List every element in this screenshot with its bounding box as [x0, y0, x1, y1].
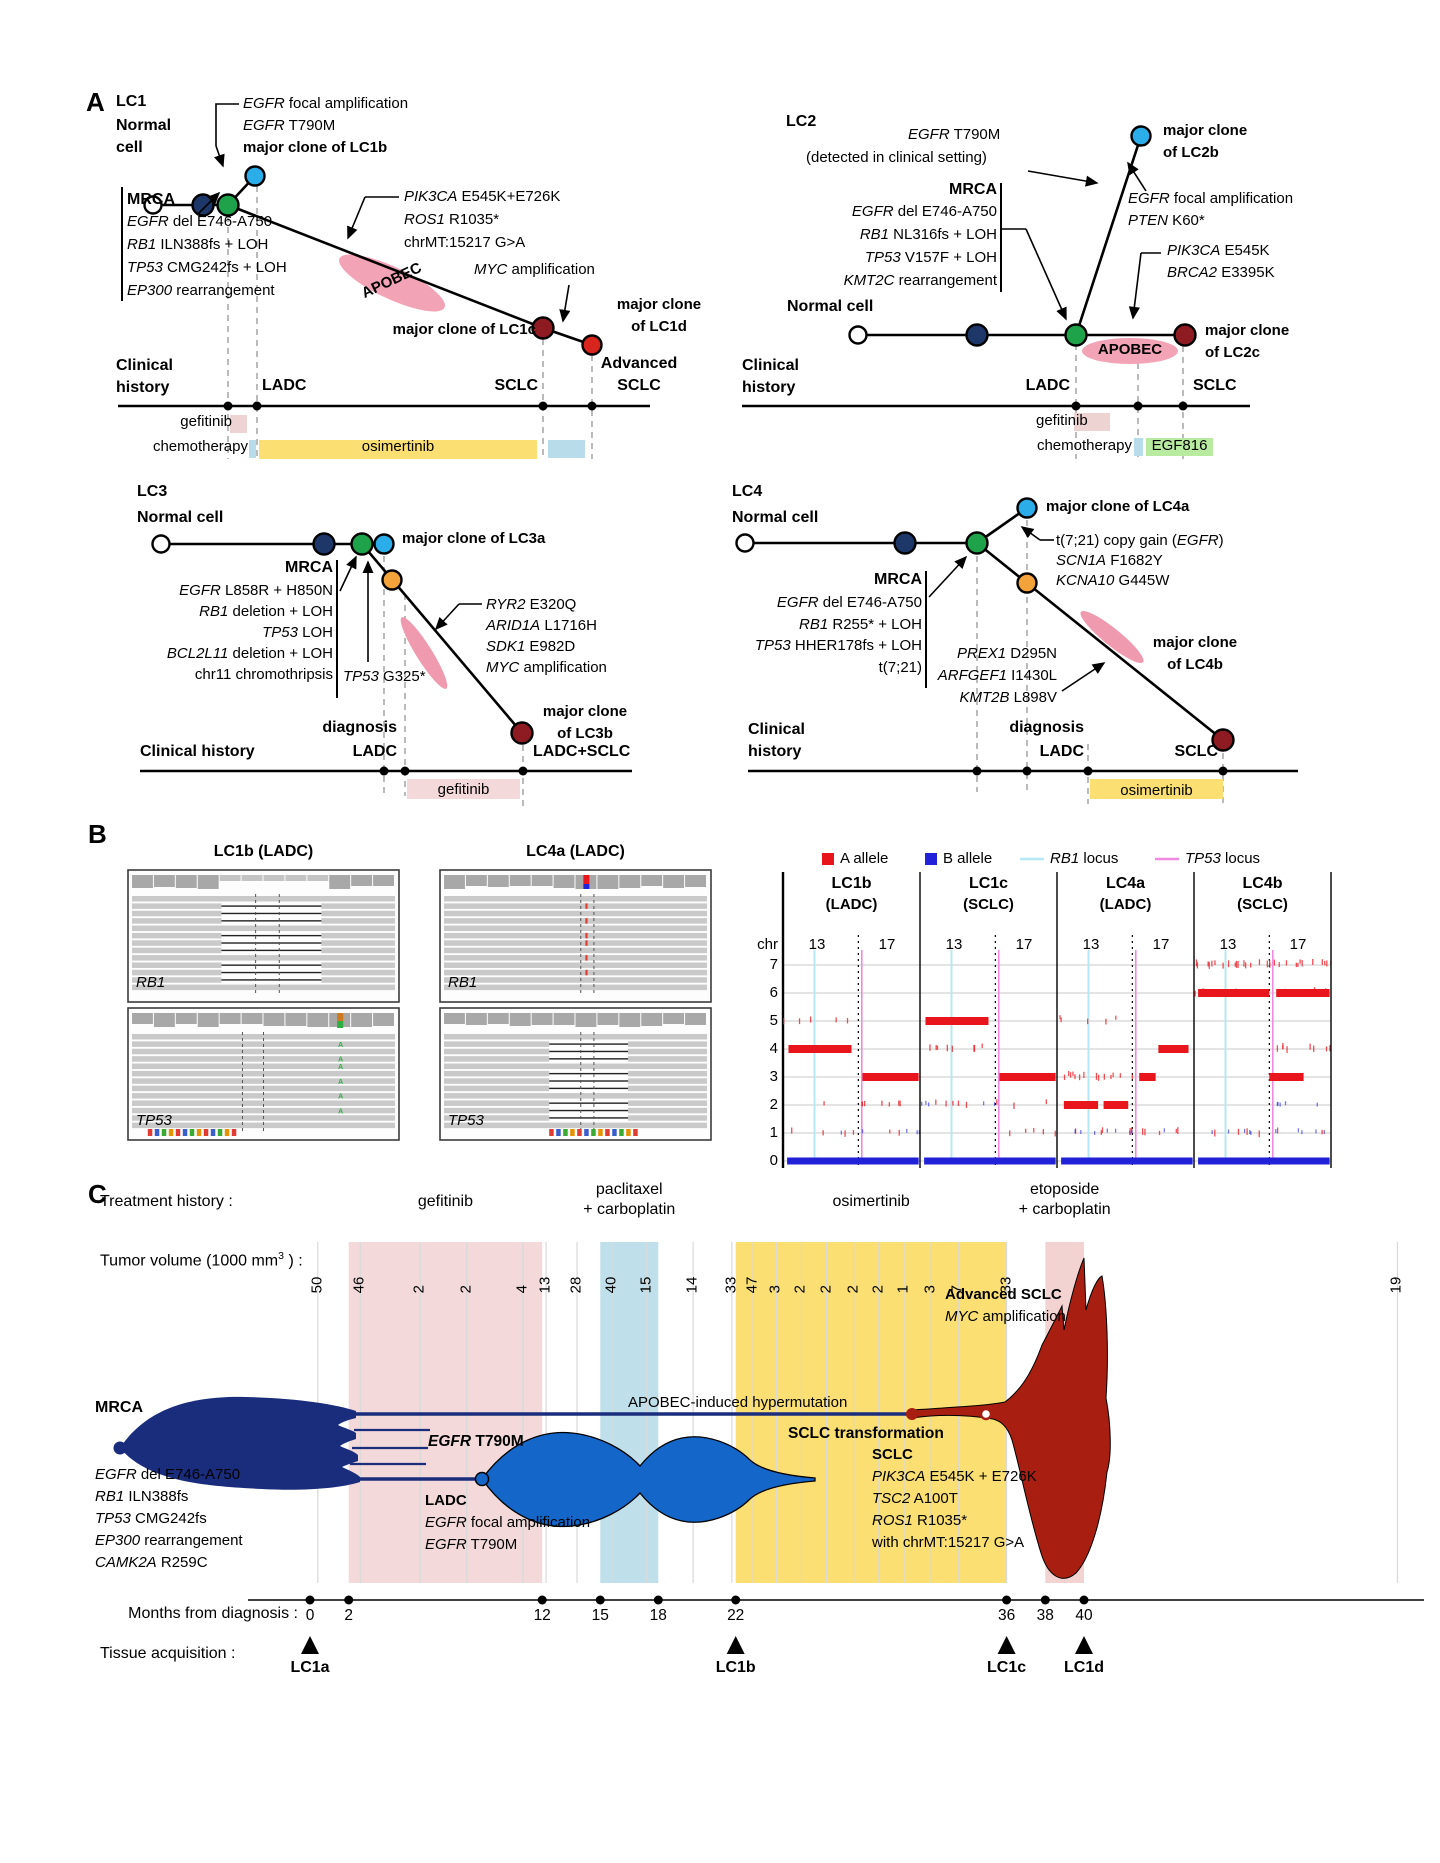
lc2-gefitinib-bar — [1074, 413, 1110, 431]
lc1-gefitinib-bar — [230, 415, 247, 433]
lc3-branches — [161, 542, 523, 734]
lc1-normal-node — [143, 195, 163, 215]
igv-box-lc4a_rb1 — [439, 869, 712, 1003]
lc1-chemo-bar-2 — [548, 440, 585, 458]
month-dot-0 — [305, 1595, 315, 1605]
lc4-tree — [735, 497, 1298, 804]
igv-alt-base: A — [338, 1094, 343, 1101]
lc3-ancestor-node — [312, 532, 336, 556]
lc1d-node — [581, 334, 603, 356]
lc4-osimertinib-bar — [1090, 779, 1223, 799]
lc4b-node — [1211, 728, 1235, 752]
lc1-dashed-guides — [227, 186, 593, 459]
lc4-ancestor-node — [893, 531, 917, 555]
lc2-branches — [858, 135, 1185, 337]
fish-mrca-strands — [350, 1412, 912, 1481]
lc1b-node — [244, 165, 266, 187]
lc2-mrca-node — [1064, 323, 1088, 347]
panel-c-fishplot — [113, 1257, 1111, 1579]
lc1c-node — [531, 316, 555, 340]
lc3-nodes — [151, 532, 534, 745]
month-dot-18 — [653, 1595, 663, 1605]
lc3-timeline-dots — [379, 766, 528, 776]
lc4-hypermutation-ellipse — [1080, 610, 1144, 664]
lc4-nodes — [735, 497, 1235, 752]
lc4-dashed-guides — [976, 520, 1224, 804]
lc3-hypermutation-ellipse — [400, 617, 448, 689]
lc1-ancestor-node — [191, 193, 215, 217]
lc3b-node — [510, 721, 534, 745]
lc2-apobec-ellipse — [1082, 338, 1178, 364]
lc1-connectors — [121, 103, 571, 323]
month-dot-38 — [1040, 1595, 1050, 1605]
igv-alt-base: A — [338, 1108, 343, 1115]
lc2-tree — [742, 125, 1250, 459]
lc4-timeline-dots — [972, 766, 1228, 776]
lc2-egf816-bar — [1146, 438, 1213, 456]
lc1-apobec-ellipse — [339, 254, 445, 312]
lc1-tree — [118, 103, 650, 459]
fish-advanced-sclc-dot — [979, 1407, 993, 1421]
lc3-gefitinib-bar — [407, 779, 520, 799]
lc2-ancestor-node — [965, 323, 989, 347]
lc1-chemo-bar — [249, 440, 256, 458]
lc2-connectors — [1000, 161, 1161, 321]
month-dot-15 — [595, 1595, 605, 1605]
legend-b-allele-swatch — [925, 853, 937, 865]
igv-box-lc4a_tp53 — [439, 1007, 712, 1141]
tissue-triangle-LC1a — [301, 1636, 319, 1654]
tissue-triangle-LC1c — [997, 1636, 1016, 1654]
lc2b-node — [1130, 125, 1152, 147]
fish-t790m-dot — [474, 1471, 490, 1487]
lc4-connectors — [925, 526, 1106, 692]
month-dot-12 — [537, 1595, 547, 1605]
igv-alt-base: A — [338, 1079, 343, 1086]
lc3-tree — [140, 532, 632, 810]
month-dot-36 — [1002, 1595, 1012, 1605]
lc2-nodes — [848, 125, 1197, 347]
month-dot-22 — [731, 1595, 741, 1605]
lc2-timeline-dots — [1071, 401, 1188, 411]
igv-alt-base: A — [338, 1042, 343, 1049]
fish-ladc-clone — [481, 1431, 816, 1528]
month-dot-40 — [1079, 1595, 1089, 1605]
lc1-nodes — [143, 165, 603, 356]
tissue-triangle-LC1b — [726, 1636, 745, 1654]
month-dot-2 — [344, 1595, 354, 1605]
tissue-triangle-LC1d — [1075, 1636, 1093, 1654]
lc1-osimertinib-bar — [259, 440, 537, 459]
panel-c-axis — [248, 1595, 1424, 1654]
fish-mrca-dot — [113, 1441, 127, 1455]
fish-mrca-clone — [120, 1396, 360, 1490]
lc3a-node — [373, 533, 395, 555]
lc4-normal-node — [735, 533, 755, 553]
lc4-subclone-node — [1016, 572, 1038, 594]
fish-sclc-dot — [906, 1408, 918, 1420]
lc4a-node — [1016, 497, 1038, 519]
lc3-normal-node — [151, 534, 171, 554]
lc4-mrca-node — [965, 531, 989, 555]
lc3-connectors — [336, 555, 482, 698]
igv-box-lc1b_rb1 — [127, 869, 400, 1003]
lc3-subclone-node — [381, 569, 403, 591]
lc2-normal-node — [848, 325, 868, 345]
legend-a-allele-swatch — [822, 853, 834, 865]
lc3-mrca-node — [350, 532, 374, 556]
allele-chart — [781, 853, 1332, 1168]
lc2-chemo-bar — [1134, 438, 1143, 456]
fish-sclc-clone — [911, 1257, 1111, 1579]
lc1-mrca-node — [216, 193, 240, 217]
igv-alt-base: A — [338, 1064, 343, 1071]
lc1-timeline-dots — [223, 401, 597, 411]
lc2c-node — [1173, 323, 1197, 347]
igv-alt-base: A — [338, 1057, 343, 1064]
